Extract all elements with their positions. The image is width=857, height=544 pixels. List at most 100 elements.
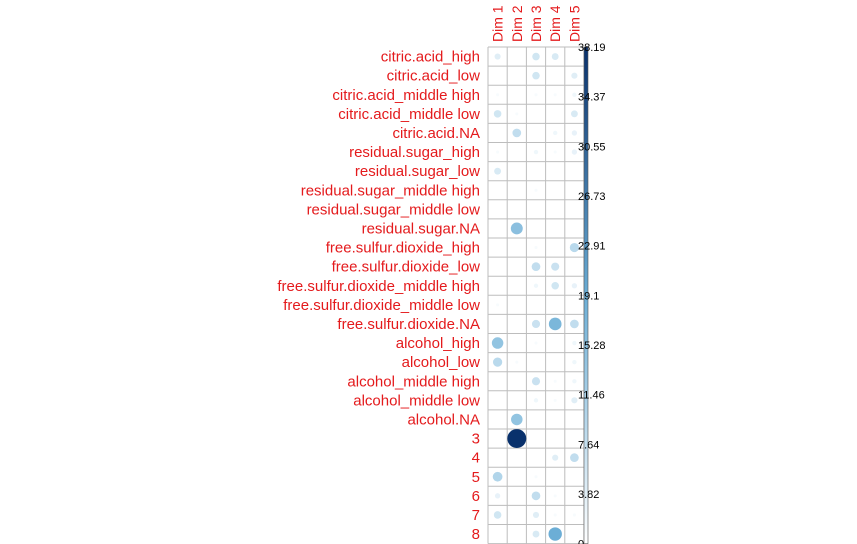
data-circle: [534, 341, 538, 345]
row-label: citric.acid_high: [381, 49, 480, 66]
data-circle: [532, 71, 540, 80]
data-circle: [551, 281, 559, 290]
data-circle: [572, 359, 577, 365]
data-circle: [493, 511, 502, 519]
data-circle: [510, 222, 523, 235]
column-label: Dim 4: [547, 5, 563, 42]
data-circle: [553, 130, 558, 136]
data-circle: [531, 319, 541, 329]
colorbar: 38.19 34.37 30.55 26.73 22.91 19.1 15.28 11.46 7…: [578, 42, 606, 544]
data-circle: [533, 283, 539, 288]
data-circle: [551, 262, 560, 271]
data-circle: [548, 527, 562, 541]
row-label: alcohol_middle low: [353, 392, 480, 409]
data-circle: [571, 130, 578, 136]
row-label: citric.acid_middle high: [332, 87, 480, 104]
row-label: alcohol_low: [402, 354, 481, 371]
row-label: free.sulfur.dioxide.NA: [337, 316, 480, 333]
grid: [487, 46, 585, 544]
row-label: free.sulfur.dioxide_middle high: [277, 278, 480, 295]
row-label: residual.sugar_middle high: [301, 182, 480, 199]
row-label: free.sulfur.dioxide_middle low: [283, 297, 480, 314]
colorbar-tick-label: 7.64: [578, 439, 599, 451]
row-label: citric.acid_middle low: [338, 106, 480, 123]
data-circle: [553, 379, 557, 383]
colorbar-tick-label: 11.46: [578, 390, 605, 402]
row-labels: citric.acid_high citric.acid_low citric.ac…: [277, 49, 481, 543]
data-circle: [552, 454, 559, 461]
row-label: alcohol.NA: [407, 411, 480, 428]
data-circle: [515, 360, 519, 364]
row-label: 8: [472, 526, 480, 543]
data-circle: [571, 397, 578, 404]
data-circle: [494, 53, 501, 60]
data-circle: [553, 398, 557, 402]
data-circle: [533, 398, 539, 403]
data-circle: [492, 471, 503, 482]
data-circle: [531, 377, 541, 386]
data-circle: [553, 494, 557, 498]
row-label: 4: [472, 450, 480, 467]
data-circle: [507, 429, 527, 449]
data-circle: [571, 72, 578, 79]
data-circle: [553, 513, 557, 517]
row-label: free.sulfur.dioxide_high: [326, 240, 480, 257]
data-circle: [496, 150, 500, 154]
data-circle: [551, 53, 559, 60]
data-circle: [571, 283, 578, 289]
data-circle: [493, 110, 502, 118]
row-label: residual.sugar_low: [355, 163, 480, 180]
data-circle: [570, 453, 579, 462]
data-circle: [532, 530, 540, 538]
colorbar-tick-label: 34.37: [578, 92, 606, 104]
column-labels: Dim 1 Dim 2 Dim 3 Dim 4 Dim 5: [490, 5, 583, 42]
colorbar-tick-label: 38.19: [578, 42, 606, 54]
data-circle: [571, 149, 578, 155]
data-circle: [532, 511, 540, 519]
row-label: 3: [472, 431, 480, 448]
data-circle: [548, 317, 562, 331]
row-label: alcohol_middle high: [347, 373, 480, 390]
data-circle: [511, 413, 523, 426]
data-circle: [531, 491, 541, 501]
row-label: citric.acid.NA: [392, 125, 480, 142]
colorbar-tick-label: 15.28: [578, 340, 606, 352]
data-circle: [572, 379, 577, 384]
row-label: residual.sugar_high: [349, 144, 480, 161]
colorbar-tick-label: 26.73: [578, 191, 606, 203]
colorbar-tick-label: 3.82: [578, 489, 599, 501]
colorbar-tick-label: 30.55: [578, 141, 606, 153]
row-label: free.sulfur.dioxide_low: [332, 259, 481, 276]
data-circle: [532, 52, 540, 61]
data-circle: [531, 262, 541, 271]
colorbar-tick-label: 0: [578, 539, 584, 544]
row-label: 6: [472, 488, 480, 505]
row-label: 7: [472, 507, 480, 524]
data-circle: [572, 340, 577, 346]
data-circle: [494, 167, 502, 175]
data-circle: [570, 319, 579, 329]
row-label: 5: [472, 469, 480, 486]
data-circle: [494, 493, 501, 499]
column-label: Dim 2: [509, 5, 525, 42]
data-circle: [534, 188, 538, 192]
data-circle: [512, 128, 522, 138]
colorbar-tick-label: 22.91: [578, 241, 606, 253]
row-label: residual.sugar_middle low: [307, 201, 481, 218]
data-circle: [553, 150, 557, 154]
data-circle: [534, 93, 538, 97]
row-label: alcohol_high: [396, 335, 480, 352]
data-circle: [534, 246, 538, 250]
data-circle: [515, 112, 519, 116]
data-circle: [572, 92, 577, 97]
data-circles: [491, 52, 580, 541]
data-circle: [496, 93, 500, 97]
data-circle: [496, 303, 500, 307]
row-label: residual.sugar.NA: [362, 220, 480, 237]
row-label: citric.acid_low: [387, 68, 481, 85]
data-circle: [569, 242, 580, 253]
column-label: Dim 1: [490, 5, 506, 42]
column-label: Dim 5: [566, 5, 582, 42]
data-circle: [533, 149, 539, 155]
